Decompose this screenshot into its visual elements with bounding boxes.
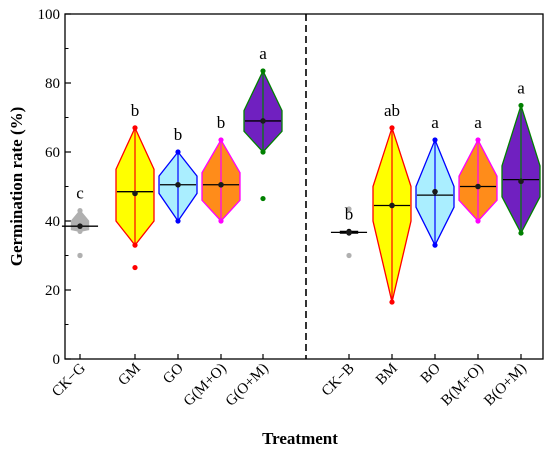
whisker-max-dot	[432, 137, 438, 143]
whisker-min-dot	[218, 218, 224, 224]
mean-dot	[218, 181, 224, 188]
significance-letter: a	[259, 44, 267, 63]
y-tick-label: 80	[45, 76, 60, 92]
x-tick-label: G(M+O)	[181, 361, 230, 410]
whisker-max-dot	[218, 137, 224, 143]
x-tick-label: B(M+O)	[438, 361, 487, 410]
whisker-min-dot	[132, 242, 138, 248]
mean-dot	[77, 223, 83, 229]
y-axis-title: Germination rate (%)	[7, 107, 26, 267]
x-tick-label: G(O+M)	[223, 361, 272, 410]
mean-dot	[260, 118, 266, 124]
x-tick-label: BO	[418, 360, 444, 386]
mean-dot	[475, 183, 481, 190]
whisker-max-dot	[518, 102, 524, 109]
x-tick-label: CK−B	[319, 361, 358, 400]
significance-letter: ab	[384, 101, 400, 120]
whisker-min-dot	[518, 230, 524, 236]
mean-dot	[132, 190, 138, 197]
outlier-point	[132, 264, 138, 271]
whisker-min-dot	[260, 149, 266, 155]
x-tick-label: BM	[373, 361, 401, 389]
whisker-min-dot	[475, 218, 481, 224]
mean-dot	[432, 188, 438, 195]
x-tick-label: GM	[115, 361, 143, 389]
mean-dot	[518, 178, 524, 185]
significance-letter: a	[517, 78, 525, 97]
y-tick-label: 100	[38, 7, 61, 23]
y-tick-label: 0	[53, 352, 61, 368]
y-tick-label: 20	[45, 283, 60, 299]
outlier-point	[346, 206, 352, 212]
significance-letter: a	[431, 113, 439, 132]
whisker-max-dot	[77, 208, 83, 214]
mean-dot	[389, 202, 395, 209]
mean-dot	[175, 181, 181, 188]
significance-letter: a	[474, 113, 482, 132]
significance-letter: b	[345, 204, 354, 223]
x-tick-label: B(O+M)	[481, 361, 530, 410]
significance-letter: b	[131, 101, 140, 120]
mean-dot	[346, 229, 352, 236]
x-tick-label: GO	[160, 360, 187, 387]
whisker-min-dot	[77, 228, 83, 234]
x-axis-title: Treatment	[262, 429, 338, 448]
significance-letter: b	[217, 113, 226, 132]
significance-letter: c	[76, 184, 84, 203]
whisker-max-dot	[475, 137, 481, 143]
y-tick-label: 40	[45, 214, 60, 230]
whisker-min-dot	[432, 242, 438, 248]
whisker-max-dot	[260, 68, 266, 74]
whisker-max-dot	[175, 149, 181, 155]
whisker-min-dot	[389, 299, 395, 305]
whisker-max-dot	[389, 125, 395, 131]
significance-letter: b	[174, 125, 183, 144]
whisker-max-dot	[132, 125, 138, 131]
y-tick-label: 60	[45, 145, 60, 161]
whisker-min-dot	[175, 218, 181, 224]
outlier-point	[77, 252, 83, 259]
outlier-point	[260, 195, 266, 202]
outlier-point	[346, 252, 352, 259]
